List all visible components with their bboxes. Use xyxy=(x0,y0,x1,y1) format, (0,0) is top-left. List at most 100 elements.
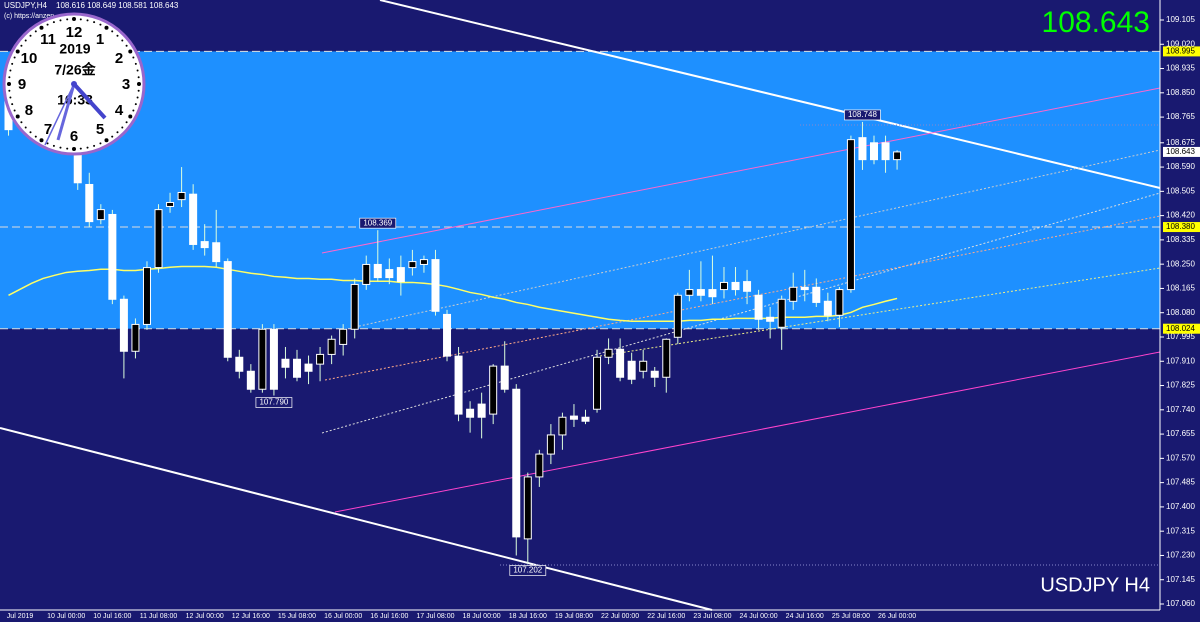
clock-dot xyxy=(15,49,20,54)
candle-body xyxy=(500,365,509,390)
clock-dot xyxy=(39,25,44,30)
y-tick-label: 108.420 xyxy=(1166,211,1195,220)
moving-average xyxy=(8,265,898,323)
candle-body xyxy=(85,183,94,223)
x-tick-label: 18 Jul 00:00 xyxy=(463,613,501,620)
candle-body xyxy=(119,298,128,352)
y-tick-label: 107.655 xyxy=(1166,429,1195,438)
clock-date: 7/26金 xyxy=(54,62,96,78)
level-label-bg xyxy=(1163,46,1200,57)
candle-body xyxy=(131,323,140,352)
y-tick-label: 108.935 xyxy=(1166,64,1195,73)
clock-number: 11 xyxy=(40,31,56,48)
candle-body xyxy=(719,281,728,291)
y-tick-label: 108.250 xyxy=(1166,259,1195,268)
clock-dot xyxy=(128,49,133,54)
candle-body xyxy=(177,191,186,201)
clock-dot xyxy=(7,82,11,86)
clock-dot xyxy=(34,30,37,33)
clock-dot xyxy=(132,56,135,59)
y-tick-label: 107.825 xyxy=(1166,381,1195,390)
x-tick-label: 12 Jul 16:00 xyxy=(232,613,270,620)
x-tick-label: 18 Jul 16:00 xyxy=(509,613,547,620)
subtitle: (c) https://anzen xyxy=(4,13,54,20)
plot-base xyxy=(0,50,1160,330)
trend-line xyxy=(321,87,1161,254)
x-tick-label: 11 Jul 08:00 xyxy=(140,613,178,620)
symbol-title: USDJPY,H4 xyxy=(4,1,48,10)
clock-dot xyxy=(86,19,89,22)
trend-line xyxy=(379,0,1161,189)
candle-body xyxy=(454,355,463,415)
candle-body xyxy=(362,263,371,285)
y-tick-label: 107.910 xyxy=(1166,356,1195,365)
second-hand xyxy=(44,83,75,146)
x-tick-label: 24 Jul 00:00 xyxy=(740,613,778,620)
clock-dot xyxy=(111,135,114,138)
clock-dot xyxy=(99,23,102,26)
clock-dot xyxy=(121,126,124,129)
candle-body xyxy=(304,363,313,372)
candle-body xyxy=(835,289,844,316)
candle-body xyxy=(535,453,544,478)
current-price-big: 108.643 xyxy=(1042,6,1150,39)
price-label: 108.643 xyxy=(1166,147,1195,156)
x-tick-label: 23 Jul 08:00 xyxy=(693,613,731,620)
trend-line xyxy=(599,267,1161,357)
candle-body xyxy=(593,356,602,410)
candle-body xyxy=(639,360,648,372)
clock-dot xyxy=(72,17,76,21)
candle-body xyxy=(96,209,105,221)
y-tick-label: 107.145 xyxy=(1166,575,1195,584)
price-label-bg xyxy=(1163,146,1200,157)
clock-dot xyxy=(15,114,20,119)
candle-body xyxy=(800,286,809,291)
level-label-bg xyxy=(1163,222,1200,233)
candle-body xyxy=(466,408,475,418)
x-tick-label: 24 Jul 16:00 xyxy=(786,613,824,620)
y-tick-label: 108.335 xyxy=(1166,235,1195,244)
candle-body xyxy=(373,263,382,279)
y-tick-label: 109.020 xyxy=(1166,39,1195,48)
clock-dot xyxy=(104,25,109,30)
level-label: 108.024 xyxy=(1166,324,1195,333)
candle-body xyxy=(881,142,890,161)
annotation: 108.369 xyxy=(363,218,392,227)
annotation-bg xyxy=(255,397,293,408)
candle-body xyxy=(743,281,752,292)
candle-body xyxy=(200,241,209,249)
clock-dot xyxy=(137,82,141,86)
candle-body xyxy=(650,370,659,378)
clock-number: 8 xyxy=(25,102,33,119)
trend-line xyxy=(334,351,1161,513)
y-tick-label: 108.165 xyxy=(1166,284,1195,293)
clock-dot xyxy=(29,34,32,37)
clock-dot xyxy=(99,142,102,145)
clock-dot xyxy=(20,121,23,124)
candle-body xyxy=(766,316,775,322)
candle-body xyxy=(293,358,301,378)
y-tick-label: 107.740 xyxy=(1166,405,1195,414)
candle-body xyxy=(281,358,290,368)
candle-body xyxy=(385,269,394,279)
clock-dot xyxy=(116,34,119,37)
clock-number: 9 xyxy=(18,76,26,93)
clock-dot xyxy=(136,96,139,99)
level-label: 108.995 xyxy=(1166,47,1195,56)
clock-number: 7 xyxy=(44,121,52,138)
annotation: 108.748 xyxy=(848,110,877,119)
candle-body xyxy=(350,283,359,330)
x-tick-label: 25 Jul 08:00 xyxy=(832,613,870,620)
clock-dot xyxy=(121,39,124,42)
minute-hand xyxy=(56,83,76,141)
hour-hand xyxy=(72,82,107,120)
clock-dot xyxy=(29,131,32,134)
clock-dot xyxy=(46,23,49,26)
y-tick-label: 107.400 xyxy=(1166,502,1195,511)
candle-body xyxy=(108,213,117,300)
clock-ticks xyxy=(7,17,141,151)
candle-body xyxy=(696,289,705,296)
y-tick-label: 108.765 xyxy=(1166,112,1195,121)
clock-dot xyxy=(20,44,23,47)
